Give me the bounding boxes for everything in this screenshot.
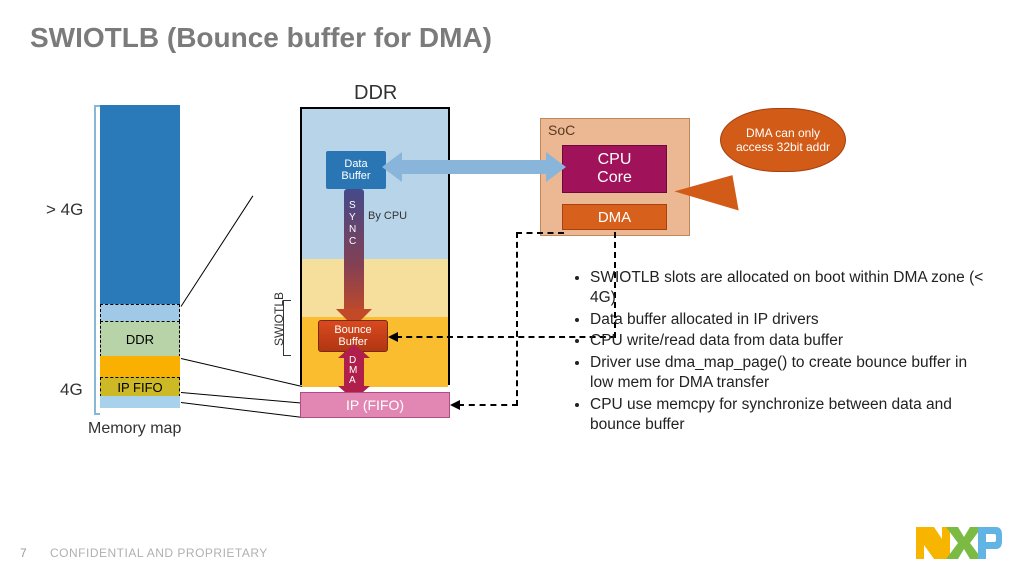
cpu-arrow-right-head: [546, 152, 566, 182]
ddr-mid-region: [302, 259, 448, 317]
connector-bot: [181, 358, 303, 387]
nxp-logo: [916, 527, 1002, 564]
cpu-arrow-body: [398, 160, 550, 174]
ddr-high-region: Data Buffer: [302, 109, 448, 259]
soc-label: SoC: [548, 122, 575, 138]
confidential-label: CONFIDENTIAL AND PROPRIETARY: [50, 546, 268, 560]
swiotlb-label: SWIOTLB: [272, 292, 286, 346]
dash-ip-h: [458, 404, 518, 406]
bullet-list: SWIOTLB slots are allocated on boot with…: [570, 268, 990, 437]
memmap-ipfifo-box: IP FIFO: [100, 377, 180, 397]
sync-label: S Y N C: [349, 200, 357, 248]
bullet-item: Data buffer allocated in IP drivers: [590, 310, 990, 330]
cpu-core-box: CPU Core: [562, 145, 667, 193]
bullet-item: Driver use dma_map_page() to create boun…: [590, 353, 990, 393]
bullet-item: CPU write/read data from data buffer: [590, 331, 990, 351]
page-number: 7: [20, 546, 27, 560]
memory-map: DDR IP FIFO: [100, 105, 180, 408]
dma-ud-label: D M A: [349, 356, 357, 386]
label-gt4g: > 4G: [46, 200, 83, 220]
page-title: SWIOTLB (Bounce buffer for DMA): [30, 22, 492, 54]
memmap-low-blue: [100, 396, 180, 408]
memmap-caption: Memory map: [88, 420, 181, 438]
label-4g: 4G: [60, 380, 83, 400]
callout-bubble: DMA can only access 32bit addr: [720, 108, 846, 172]
dash-ip-arrow: [450, 400, 460, 410]
memmap-ddr-box: DDR: [100, 321, 180, 357]
dash-dma-arrow: [388, 332, 398, 342]
connector-ip2: [181, 402, 304, 418]
memmap-high-region: [100, 105, 180, 305]
bullet-item: CPU use memcpy for synchronize between d…: [590, 395, 990, 435]
data-buffer-box: Data Buffer: [326, 151, 386, 189]
ddr-title: DDR: [354, 82, 397, 105]
connector-ip: [181, 392, 303, 404]
memmap-gap: [100, 356, 180, 378]
dash-ip-v: [516, 232, 518, 406]
memmap-thin-blue: [100, 304, 180, 322]
by-cpu-label: By CPU: [368, 210, 407, 222]
dash-ip-h-top: [516, 232, 564, 234]
bullet-item: SWIOTLB slots are allocated on boot with…: [590, 268, 990, 308]
dma-box: DMA: [562, 204, 667, 230]
connector-top: [181, 196, 254, 307]
ip-fifo-box: IP (FIFO): [300, 392, 450, 418]
